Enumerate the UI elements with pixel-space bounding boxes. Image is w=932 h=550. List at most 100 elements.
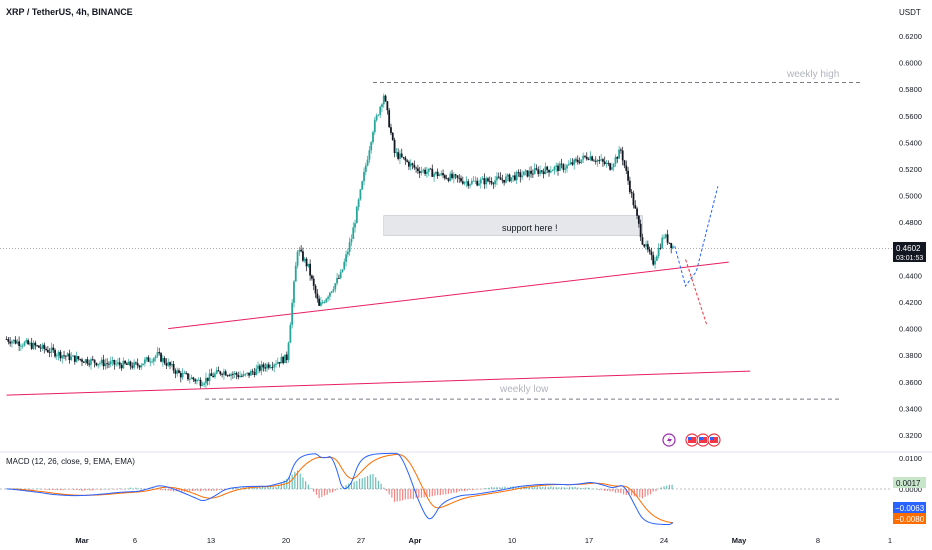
candle-body xyxy=(231,374,234,375)
candle-body xyxy=(557,165,559,171)
projection-down-path[interactable] xyxy=(685,259,708,327)
candle-body xyxy=(46,349,49,353)
macd-histogram-bar xyxy=(216,489,218,491)
candle-body xyxy=(443,175,446,179)
candle-body xyxy=(461,181,464,184)
candle-body xyxy=(52,347,55,350)
macd-histogram-bar xyxy=(490,487,493,489)
macd-histogram-bar xyxy=(547,487,549,489)
macd-histogram-bar xyxy=(388,489,390,495)
candle-body xyxy=(208,373,211,381)
support-zone[interactable] xyxy=(383,215,643,236)
candle-body xyxy=(404,157,407,161)
macd-histogram-bar xyxy=(14,488,16,489)
candle-body xyxy=(311,275,313,279)
macd-histogram-bar xyxy=(100,489,102,491)
time-axis[interactable]: Mar 6 13 20 27 Apr 10 17 24 May 8 1 xyxy=(75,536,892,545)
projection-up-path[interactable] xyxy=(674,186,719,288)
candle-body xyxy=(514,175,516,181)
candle-body xyxy=(174,370,177,374)
price-tick-label: 0.5600 xyxy=(899,112,922,121)
candle-body xyxy=(240,375,243,377)
candle-body xyxy=(413,164,416,168)
trendline[interactable] xyxy=(168,261,729,330)
price-pane[interactable] xyxy=(0,82,892,400)
candle-body xyxy=(531,173,534,175)
candle-body xyxy=(264,367,267,369)
macd-histogram-bar xyxy=(267,486,269,489)
macd-histogram-bar xyxy=(458,489,460,492)
us-flag-icon[interactable] xyxy=(707,433,721,447)
macd-histogram-bar xyxy=(426,489,428,497)
candle-body xyxy=(287,342,290,361)
candle-body xyxy=(521,175,523,178)
candle-body xyxy=(666,234,669,243)
macd-histogram-bar xyxy=(544,486,547,489)
macd-histogram-bar xyxy=(111,488,113,490)
candle-body xyxy=(388,110,391,128)
candle-body xyxy=(551,170,554,172)
candle-body xyxy=(476,180,479,186)
us-flag-icon[interactable] xyxy=(696,433,710,447)
macd-histogram-bar xyxy=(542,486,544,489)
candle-body xyxy=(113,360,116,365)
candle-body xyxy=(645,244,647,247)
macd-histogram-bar xyxy=(375,477,377,489)
lightning-icon[interactable] xyxy=(662,433,676,447)
candle-body xyxy=(628,180,631,192)
candle-body xyxy=(663,237,665,239)
candle-body xyxy=(607,162,610,164)
macd-histogram-bar xyxy=(156,489,159,490)
candle-body xyxy=(488,181,491,182)
macd-histogram-bar xyxy=(377,480,379,489)
macd-histogram-bar xyxy=(367,475,369,489)
candle-body xyxy=(181,373,184,378)
candle-body xyxy=(659,247,662,249)
macd-histogram-bar xyxy=(596,488,598,490)
trendline[interactable] xyxy=(6,370,751,396)
candle-body xyxy=(368,150,371,160)
candle-body xyxy=(262,364,265,368)
macd-histogram-bar xyxy=(391,489,393,498)
candle-body xyxy=(474,180,477,182)
macd-histogram-bar xyxy=(67,489,70,490)
macd-histogram-bar xyxy=(326,489,328,495)
candle-body xyxy=(452,174,455,179)
candle-body xyxy=(418,171,421,174)
candle-body xyxy=(497,176,500,178)
candle-body xyxy=(472,180,475,182)
macd-histogram-bar xyxy=(604,489,606,492)
candle-body xyxy=(75,356,78,362)
candle-body xyxy=(661,237,664,249)
candle-body xyxy=(273,364,276,368)
macd-histogram-bar xyxy=(614,489,617,493)
macd-hist-value: 0.0017 xyxy=(896,479,921,488)
macd-histogram-bar xyxy=(280,482,282,489)
candle-body xyxy=(142,363,144,366)
us-flag-icon[interactable] xyxy=(685,433,699,447)
macd-title: MACD (12, 26, close, 9, EMA, EMA) xyxy=(6,457,135,466)
candle-body xyxy=(188,379,191,380)
candle-body xyxy=(126,363,128,365)
macd-histogram-bar xyxy=(307,484,309,489)
candle-body xyxy=(86,359,89,364)
macd-histogram-bar xyxy=(162,489,164,491)
candle-body xyxy=(456,175,459,178)
candle-body xyxy=(594,160,597,162)
macd-histogram-bar xyxy=(601,489,603,490)
candle-body xyxy=(636,208,638,216)
candle-body xyxy=(251,371,254,373)
macd-histogram-bar xyxy=(173,489,175,492)
macd-histogram-bar xyxy=(132,488,134,490)
macd-histogram-bar xyxy=(517,486,520,489)
candle-body xyxy=(285,354,288,361)
macd-line[interactable] xyxy=(6,452,674,526)
macd-histogram-bar xyxy=(579,488,582,489)
candle-body xyxy=(616,157,619,159)
candle-body xyxy=(445,178,448,180)
candle-body xyxy=(406,160,409,162)
candle-body xyxy=(449,173,452,181)
macd-histogram-bar xyxy=(442,489,444,495)
macd-histogram-bar xyxy=(472,489,474,491)
